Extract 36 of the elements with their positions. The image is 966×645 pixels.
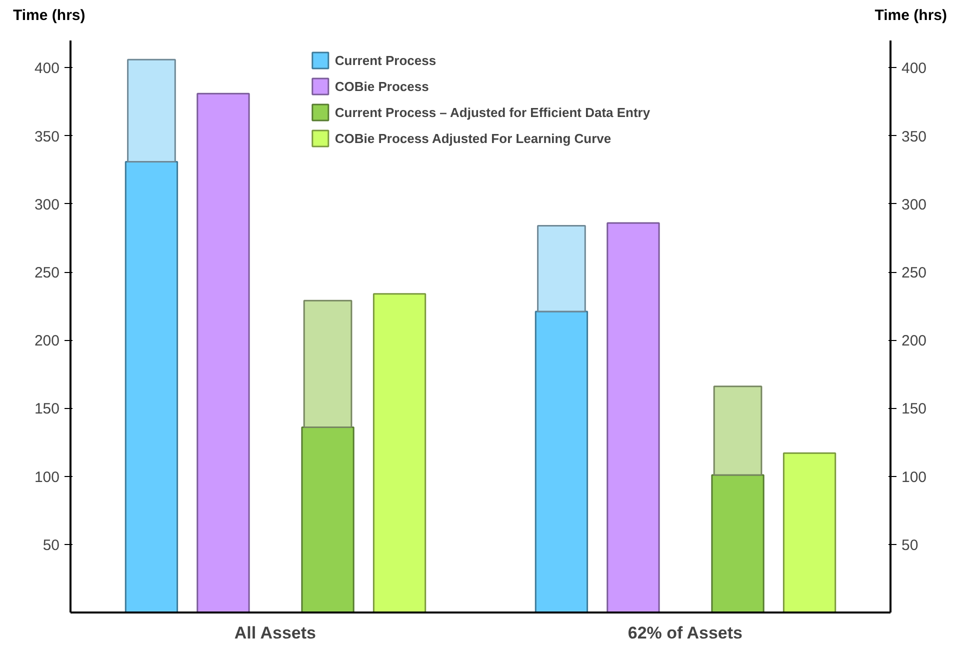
y-axis-title: Time (hrs): [13, 6, 86, 26]
y2-tick-label: 150: [902, 400, 927, 418]
y-tick-label: 50: [42, 536, 60, 554]
y2-tick-label: 400: [902, 60, 927, 78]
bar: [606, 222, 660, 612]
bar: [537, 224, 586, 312]
bar: [301, 426, 354, 612]
x-tick-label: All Assets: [234, 624, 316, 642]
y-tick-label: 150: [34, 400, 60, 418]
legend-label: COBie Process: [334, 78, 429, 94]
y-tick-label: 250: [34, 264, 60, 282]
y-tick-label: 100: [34, 468, 60, 486]
y2-tick-label: 200: [902, 332, 927, 350]
y2-tick-label: 100: [902, 468, 927, 486]
bar: [303, 300, 352, 428]
bar: [782, 452, 836, 612]
bar: [127, 58, 176, 162]
y-tick-label: 200: [34, 332, 60, 350]
y2-tick-label: 300: [902, 196, 927, 214]
bar: [711, 474, 764, 612]
y2-tick-label: 250: [902, 264, 927, 282]
y-tick-label: 400: [34, 60, 60, 78]
bar: [196, 92, 250, 612]
bar: [713, 386, 762, 476]
y-tick-label: 300: [34, 196, 60, 214]
bar: [124, 160, 178, 612]
x-tick-label: 62% of Assets: [628, 624, 743, 642]
y2-axis-title: Time (hrs): [874, 6, 947, 26]
legend-label: COBie Process Adjusted For Learning Curve: [334, 130, 612, 146]
y2-tick-label: 50: [902, 536, 918, 554]
legend-label: Current Process – Adjusted for Efficient Data Entry: [334, 104, 650, 120]
y2-tick-label: 350: [902, 128, 927, 146]
y-tick-label: 350: [34, 128, 60, 146]
legend-label: Current Process: [334, 52, 436, 68]
bar: [534, 310, 588, 612]
bar: [372, 293, 426, 612]
